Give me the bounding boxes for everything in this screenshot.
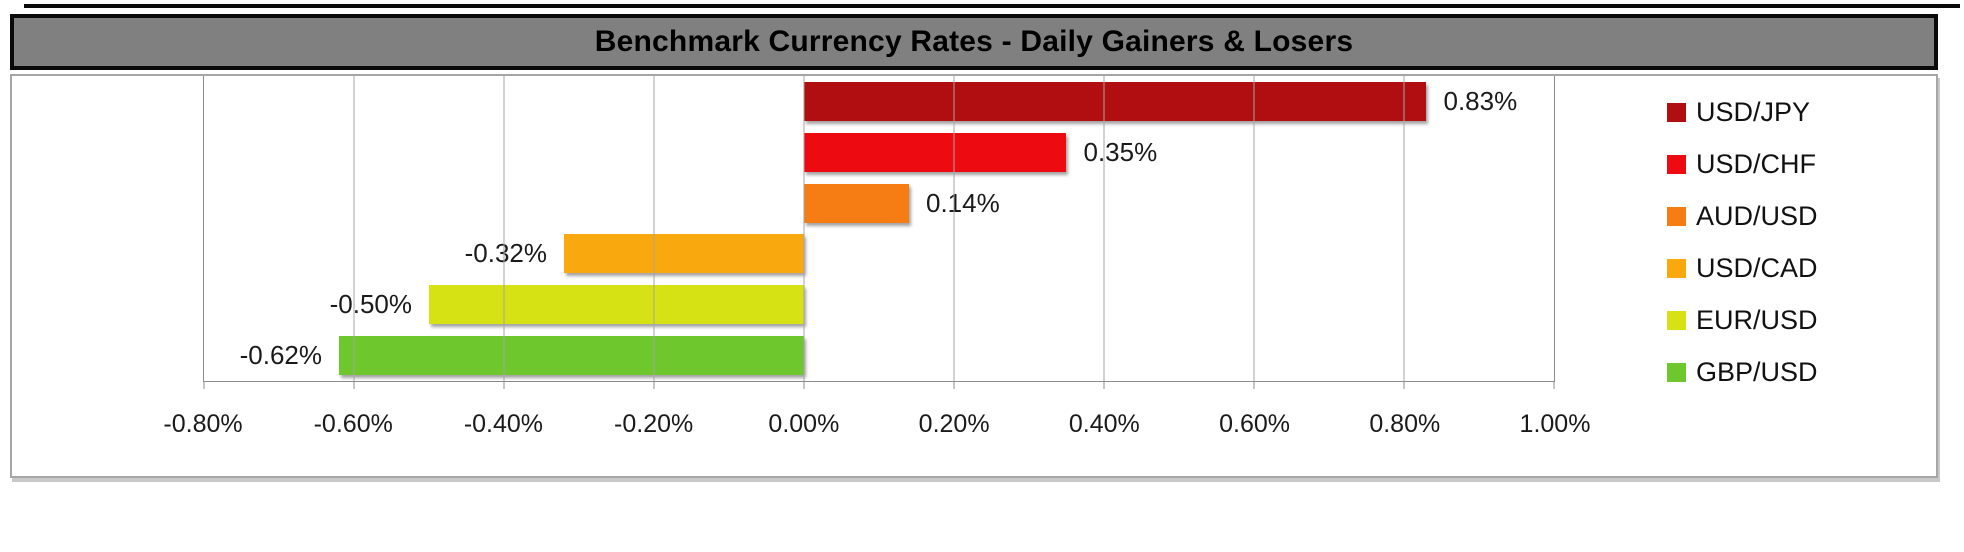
bar-eur-usd	[429, 285, 804, 325]
bar-row-aud-usd: 0.14%	[204, 178, 1554, 229]
bar-row-usd-cad: -0.32%	[204, 228, 1554, 279]
x-axis-tick-label: 0.40%	[1068, 410, 1140, 438]
gridline	[653, 76, 655, 381]
x-axis-tick-label: -0.40%	[463, 410, 544, 438]
data-label-eur-usd: -0.50%	[329, 289, 412, 320]
legend-item-usd-jpy: USD/JPY	[1667, 86, 1927, 138]
bar-row-eur-usd: -0.50%	[204, 279, 1554, 330]
gridline	[1253, 76, 1255, 381]
gridline	[1103, 76, 1105, 381]
top-accent-line	[24, 4, 1960, 8]
axis-tick	[803, 381, 805, 389]
legend-swatch-usd-jpy	[1667, 102, 1686, 122]
bar-row-usd-jpy: 0.83%	[204, 76, 1554, 127]
axis-tick	[503, 381, 505, 389]
chart-frame: 0.83% 0.35% 0.14% -0.32% -0.50% -0.62% -0.80%…	[10, 74, 1938, 478]
x-axis-tick-label: -0.80%	[163, 410, 243, 438]
bar-usd-jpy	[803, 82, 1427, 121]
axis-tick	[1103, 381, 1105, 389]
x-axis-tick-label: 0.60%	[1219, 410, 1290, 438]
gridline	[1403, 76, 1405, 381]
gridline	[803, 76, 805, 381]
x-axis-tick-label: 0.80%	[1369, 410, 1441, 438]
x-axis-tick-label: -0.60%	[313, 410, 393, 438]
legend-item-usd-cad: USD/CAD	[1667, 242, 1927, 294]
legend-label-usd-cad: USD/CAD	[1696, 252, 1818, 283]
data-label-usd-jpy: 0.83%	[1443, 86, 1518, 116]
data-label-gbp-usd: -0.62%	[239, 340, 322, 371]
legend-label-aud-usd: AUD/USD	[1696, 200, 1818, 231]
axis-tick	[953, 381, 955, 389]
legend-swatch-gbp-usd	[1667, 362, 1686, 382]
bar-row-gbp-usd: -0.62%	[204, 330, 1554, 381]
bar-aud-usd	[803, 183, 909, 223]
bar-row-usd-chf: 0.35%	[204, 127, 1554, 178]
legend-label-eur-usd: EUR/USD	[1696, 304, 1818, 335]
legend-swatch-usd-chf	[1667, 154, 1686, 174]
x-axis-tick-label: 0.00%	[768, 410, 840, 438]
legend-item-aud-usd: AUD/USD	[1667, 190, 1927, 242]
data-label-usd-chf: 0.35%	[1083, 136, 1158, 167]
gridline	[503, 76, 505, 381]
bar-usd-cad	[564, 234, 804, 274]
chart-title-bar: Benchmark Currency Rates - Daily Gainers…	[10, 14, 1938, 70]
data-label-aud-usd: 0.14%	[926, 187, 1000, 218]
legend-swatch-usd-cad	[1667, 258, 1686, 278]
x-axis: -0.80% -0.60% -0.40% -0.20% 0.00% 0.20% 0.40% 0…	[163, 382, 1590, 452]
legend-item-eur-usd: EUR/USD	[1667, 294, 1927, 346]
axis-tick	[653, 381, 655, 389]
x-axis-tick-label: -0.20%	[614, 410, 694, 438]
legend-swatch-aud-usd	[1667, 206, 1686, 226]
data-label-usd-cad: -0.32%	[464, 238, 547, 269]
axis-tick	[1553, 381, 1555, 389]
legend-item-gbp-usd: GBP/USD	[1667, 346, 1927, 398]
plot-area: 0.83% 0.35% 0.14% -0.32% -0.50% -0.62%	[203, 76, 1555, 389]
legend: USD/JPY USD/CHF AUD/USD USD/CAD EUR/USD GBP/U…	[1667, 86, 1927, 398]
legend-label-usd-chf: USD/CHF	[1696, 148, 1816, 179]
axis-tick	[1253, 381, 1255, 389]
bar-gbp-usd	[339, 336, 804, 376]
axis-tick	[203, 381, 205, 389]
gridline	[953, 76, 955, 381]
x-axis-tick-label: 0.20%	[918, 410, 990, 438]
axis-tick	[1403, 381, 1405, 389]
x-axis-tick-label: 1.00%	[1519, 410, 1591, 438]
legend-label-gbp-usd: GBP/USD	[1696, 356, 1818, 387]
bar-usd-chf	[803, 132, 1067, 172]
axis-tick	[353, 381, 355, 389]
bars-container: 0.83% 0.35% 0.14% -0.32% -0.50% -0.62%	[204, 76, 1554, 381]
legend-label-usd-jpy: USD/JPY	[1696, 96, 1811, 127]
gridline	[353, 76, 355, 381]
legend-item-usd-chf: USD/CHF	[1667, 138, 1927, 190]
legend-swatch-eur-usd	[1667, 310, 1686, 330]
chart-title: Benchmark Currency Rates - Daily Gainers…	[594, 25, 1354, 58]
